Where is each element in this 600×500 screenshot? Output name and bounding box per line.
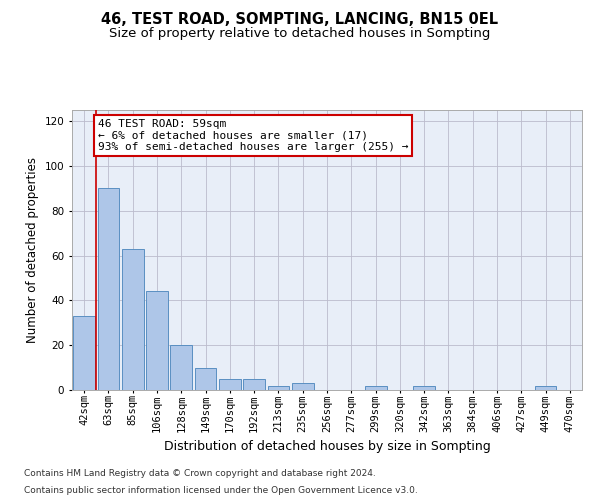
Bar xyxy=(219,379,241,390)
Bar xyxy=(292,384,314,390)
Text: 46, TEST ROAD, SOMPTING, LANCING, BN15 0EL: 46, TEST ROAD, SOMPTING, LANCING, BN15 0… xyxy=(101,12,499,28)
Bar xyxy=(97,188,119,390)
Bar xyxy=(73,316,95,390)
Bar xyxy=(413,386,435,390)
Bar xyxy=(170,345,192,390)
X-axis label: Distribution of detached houses by size in Sompting: Distribution of detached houses by size … xyxy=(164,440,490,453)
Bar xyxy=(243,379,265,390)
Bar xyxy=(146,292,168,390)
Bar xyxy=(268,386,289,390)
Bar xyxy=(194,368,217,390)
Bar xyxy=(365,386,386,390)
Bar xyxy=(535,386,556,390)
Y-axis label: Number of detached properties: Number of detached properties xyxy=(26,157,39,343)
Text: Contains HM Land Registry data © Crown copyright and database right 2024.: Contains HM Land Registry data © Crown c… xyxy=(24,468,376,477)
Text: Size of property relative to detached houses in Sompting: Size of property relative to detached ho… xyxy=(109,28,491,40)
Text: Contains public sector information licensed under the Open Government Licence v3: Contains public sector information licen… xyxy=(24,486,418,495)
Text: 46 TEST ROAD: 59sqm
← 6% of detached houses are smaller (17)
93% of semi-detache: 46 TEST ROAD: 59sqm ← 6% of detached hou… xyxy=(97,119,408,152)
Bar xyxy=(122,249,143,390)
